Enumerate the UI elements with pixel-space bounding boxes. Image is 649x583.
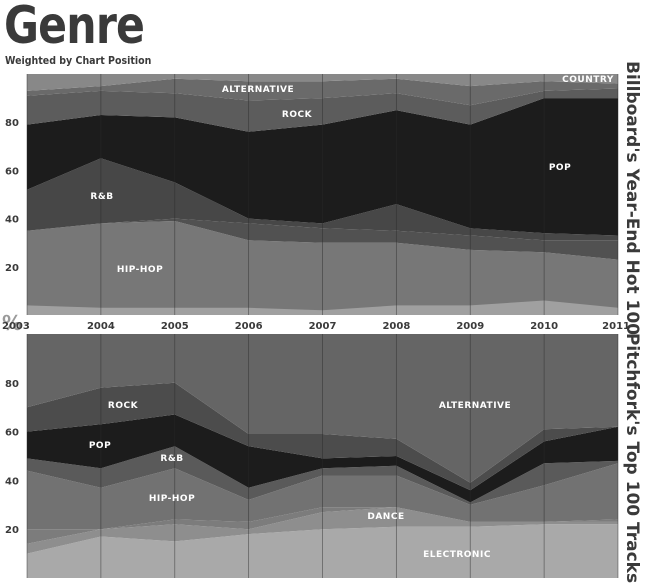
pitchfork-s-top-100-tracks-label-pop: POP [89, 441, 111, 451]
billboard-s-year-end-hot-100-y-tick-label: 60 [5, 166, 19, 177]
x-tick-label: 2009 [456, 321, 484, 332]
pitchfork-chart-title: Pitchfork's Top 100 Tracks [622, 333, 642, 583]
x-axis: 2003 2004 2005 2006 2007 2008 2009 2010 2011 [2, 321, 630, 332]
page-subtitle: Weighted by Chart Position [5, 54, 152, 67]
pitchfork-s-top-100-tracks-label-rock: ROCK [108, 401, 139, 411]
x-tick-label: 2007 [309, 321, 337, 332]
billboard-s-year-end-hot-100-y-tick-label: 80 [5, 118, 19, 129]
pitchfork-s-top-100-tracks-label-electronic: ELECTRONIC [423, 550, 491, 560]
billboard-s-year-end-hot-100-y-tick-label: 20 [5, 263, 19, 274]
billboard-s-year-end-hot-100-y-tick-label: 40 [5, 215, 19, 226]
x-tick-label: 2006 [235, 321, 263, 332]
x-tick-label: 2008 [382, 321, 410, 332]
billboard-s-year-end-hot-100-label-pop: POP [549, 163, 571, 173]
billboard-s-year-end-hot-100-label-r-b: R&B [90, 192, 113, 202]
pitchfork-s-top-100-tracks-y-tick-label: 20 [5, 525, 19, 536]
pitchfork-s-top-100-tracks-label-dance: DANCE [367, 512, 404, 522]
billboard-chart: 20 40 60 80 HIP-HOP R&B POP ROCK ALTERNATIVE COUN… [5, 74, 619, 315]
pitchfork-s-top-100-tracks-y-tick-label: 60 [5, 428, 19, 439]
page-title: Genre [4, 0, 145, 56]
pitchfork-s-top-100-tracks-area-unlabeled-2 [27, 507, 618, 544]
x-tick-label: 2005 [161, 321, 189, 332]
pitchfork-s-top-100-tracks-label-alternative: ALTERNATIVE [439, 401, 511, 411]
x-tick-label: 2010 [530, 321, 558, 332]
billboard-s-year-end-hot-100-label-country: COUNTRY [562, 75, 614, 85]
x-tick-label: 2004 [87, 321, 115, 332]
x-tick-label: 2003 [2, 321, 30, 332]
pitchfork-chart: 20 40 60 80 ELECTRONIC DANCE HIP-HOP R&B POP ROCK… [5, 334, 619, 578]
pitchfork-s-top-100-tracks-y-tick-label: 40 [5, 476, 19, 487]
x-tick-label: 2011 [602, 321, 630, 332]
billboard-s-year-end-hot-100-label-rock: ROCK [282, 110, 313, 120]
pitchfork-s-top-100-tracks-label-hip-hop: HIP-HOP [149, 494, 195, 504]
billboard-s-year-end-hot-100-label-alternative: ALTERNATIVE [222, 85, 294, 95]
pitchfork-s-top-100-tracks-y-tick-label: 80 [5, 379, 19, 390]
pitchfork-s-top-100-tracks-label-r-b: R&B [160, 454, 183, 464]
billboard-chart-title: Billboard's Year-End Hot 100 [622, 61, 642, 335]
billboard-s-year-end-hot-100-label-hip-hop: HIP-HOP [117, 265, 163, 275]
percent-symbol: % [2, 311, 23, 335]
